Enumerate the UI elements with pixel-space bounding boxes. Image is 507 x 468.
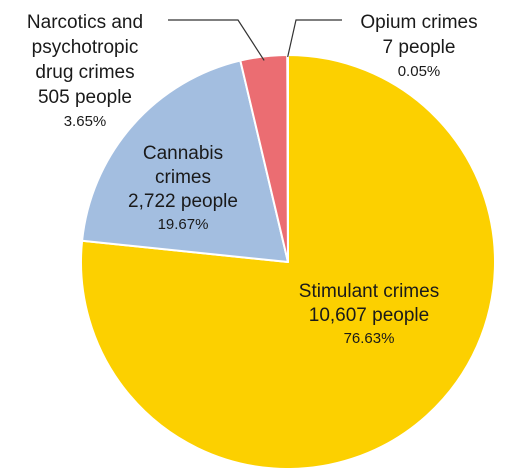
leader-line-opium [287,19,342,58]
slice-label-name-opium-crimes: Opium crimes [360,12,477,33]
slice-label-name-narcotics-and-psychotropic-drug-crimes-line-1: Narcotics and [27,12,143,33]
slice-label-percent-cannabis-crimes: 19.67% [158,216,209,233]
slice-label-count-stimulant-crimes: 10,607 people [309,305,429,326]
pie-slices [80,53,496,468]
leader-line-narcotics [168,19,265,61]
slice-labels: Stimulant crimes 10,607 people 76.63% Canna… [27,12,478,347]
slice-label-count-opium-crimes: 7 people [383,37,456,58]
slice-label-name-cannabis-crimes-line-1: Cannabis [143,143,223,164]
slice-label-percent-opium-crimes: 0.05% [398,63,441,80]
slice-label-name-stimulant-crimes: Stimulant crimes [299,281,439,302]
leader-lines [168,19,342,61]
slice-label-percent-narcotics-and-psychotropic-drug-crimes: 3.65% [64,113,107,130]
slice-label-count-cannabis-crimes: 2,722 people [128,191,238,212]
pie-slice-cannabis-crimes [81,59,289,263]
slice-label-name-cannabis-crimes-line-2: crimes [155,167,211,188]
pie-slice-stimulant-crimes [80,54,496,468]
slice-label-name-narcotics-and-psychotropic-drug-crimes-line-2: psychotropic [32,37,139,58]
slice-label-count-narcotics-and-psychotropic-drug-crimes: 505 people [38,87,132,108]
pie-slice-opium-crimes [286,53,289,263]
slice-label-name-narcotics-and-psychotropic-drug-crimes-line-3: drug crimes [35,62,134,83]
slice-label-percent-stimulant-crimes: 76.63% [344,330,395,347]
